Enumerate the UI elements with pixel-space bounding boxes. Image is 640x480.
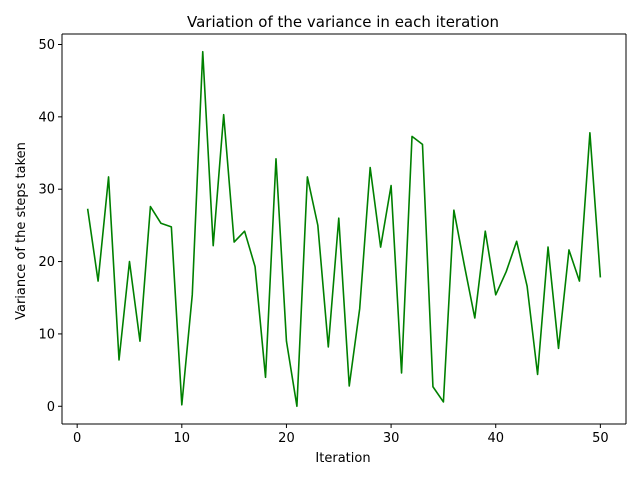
x-tick-label: 50: [592, 431, 609, 446]
y-axis: 0 10 20 30 40 50: [38, 38, 62, 415]
x-axis: 0 10 20 30 40 50: [73, 424, 609, 446]
x-tick-label: 0: [73, 431, 81, 446]
y-tick-label: 30: [38, 183, 55, 198]
y-tick-label: 10: [38, 327, 55, 342]
series-layer: [86, 50, 602, 408]
series-line-0: [86, 50, 602, 408]
axes-spines: [61, 33, 627, 425]
plot-area: [62, 34, 626, 424]
y-axis-label: Variance of the steps taken: [14, 142, 29, 320]
y-tick-label: 50: [38, 38, 55, 53]
y-tick-label: 20: [38, 255, 55, 270]
y-tick-label: 0: [47, 400, 55, 415]
y-tick-label: 40: [38, 110, 55, 125]
x-tick-label: 20: [278, 431, 295, 446]
x-tick-label: 30: [383, 431, 400, 446]
chart-title: Variation of the variance in each iterat…: [187, 13, 499, 31]
x-tick-label: 10: [174, 431, 191, 446]
x-axis-label: Iteration: [315, 451, 370, 466]
x-tick-label: 40: [487, 431, 504, 446]
